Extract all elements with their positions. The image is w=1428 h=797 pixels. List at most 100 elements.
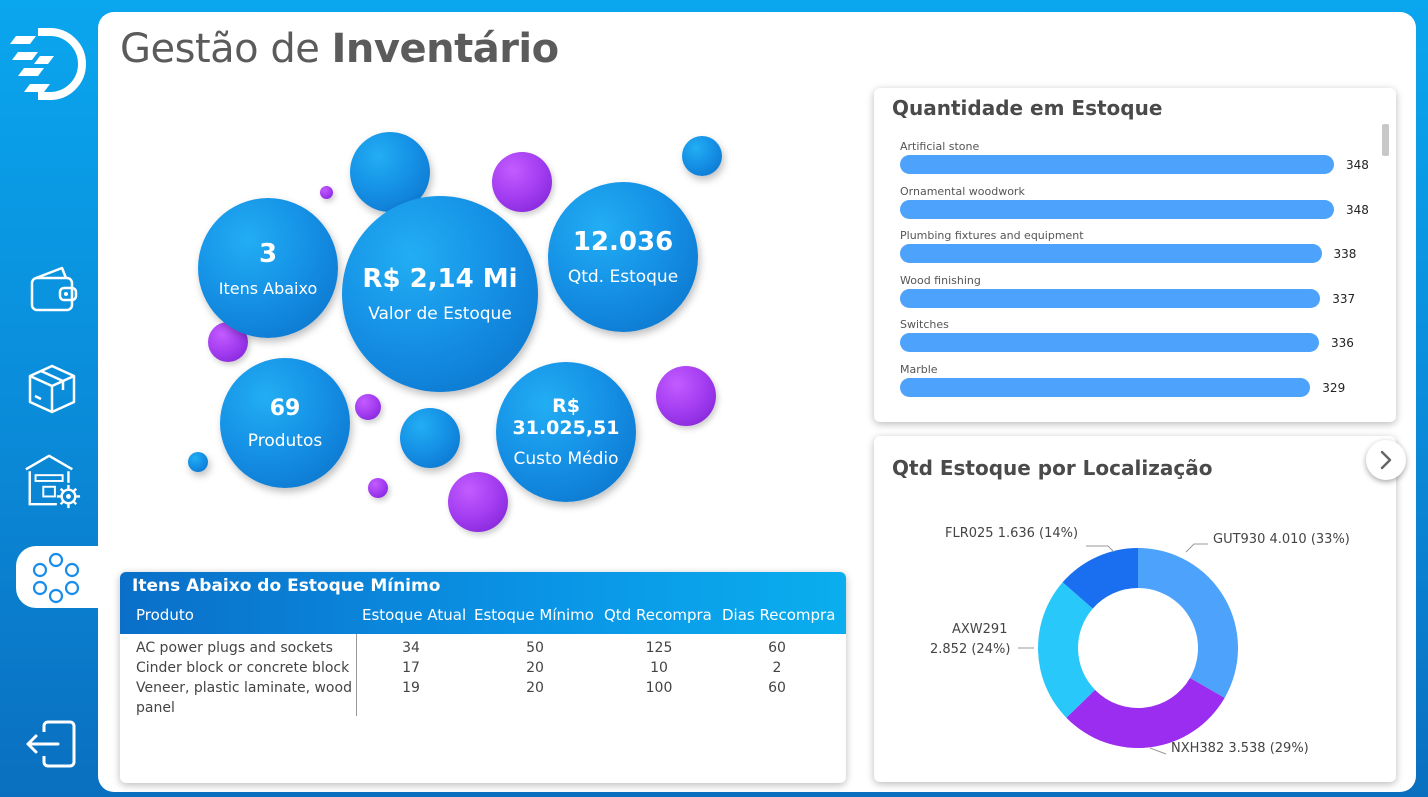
page-title: Gestão de Inventário xyxy=(120,26,559,72)
cell-dias: 60 xyxy=(768,640,786,656)
title-bold: Inventário xyxy=(331,26,560,72)
donut-slice-gut930[interactable] xyxy=(1138,548,1238,698)
quantity-bar-chart: Quantidade em Estoque Artificial stone 34… xyxy=(874,88,1396,422)
bar-track: 348 xyxy=(900,199,1380,219)
nav-products[interactable] xyxy=(22,358,82,418)
col-header-estoque-minimo[interactable]: Estoque Mínimo xyxy=(474,606,594,624)
donut-label-nxh382: NXH382 3.538 (29%) xyxy=(1171,741,1309,756)
donut-slice-axw291[interactable] xyxy=(1038,582,1096,718)
cell-dias: 2 xyxy=(772,660,782,676)
bar-track: 329 xyxy=(900,378,1380,397)
title-light: Gestão de xyxy=(120,26,320,72)
bar-value: 336 xyxy=(1331,336,1354,351)
nav-wallet[interactable] xyxy=(22,260,82,320)
bar-track: 348 xyxy=(900,155,1380,174)
cell-produto-wrap: panel xyxy=(136,700,175,716)
cell-minimo: 50 xyxy=(526,640,544,656)
col-header-qtd-recompra[interactable]: Qtd Recompra xyxy=(604,606,712,624)
bar-value: 348 xyxy=(1346,202,1369,217)
bar-value: 338 xyxy=(1333,247,1357,262)
next-page-button[interactable] xyxy=(1366,440,1406,480)
donut-label-axw291-value: 2.852 (24%) xyxy=(930,642,1011,657)
donut-leader-line xyxy=(1185,543,1208,553)
cell-dias: 60 xyxy=(768,680,786,696)
donut-slice-flr025[interactable] xyxy=(1062,548,1138,609)
bar[interactable] xyxy=(900,288,1321,308)
cell-recompra: 10 xyxy=(650,660,668,676)
kpi-valor-estoque: R$ 2,14 Mi Valor de Estoque xyxy=(342,196,538,392)
chart-title: Quantidade em Estoque xyxy=(892,96,1163,120)
cell-produto: Veneer, plastic laminate, wood xyxy=(136,680,352,696)
bar[interactable] xyxy=(900,244,1322,264)
bar-label: Wood finishing xyxy=(900,273,981,287)
kpi-value: 69 xyxy=(269,395,301,421)
bar-row[interactable]: Ornamental woodwork 348 xyxy=(900,185,1380,219)
cell-atual: 19 xyxy=(402,680,420,696)
logo-icon xyxy=(10,28,86,100)
decor-bubble xyxy=(368,478,388,498)
bar-track: 337 xyxy=(900,288,1380,308)
chart-scrollbar[interactable] xyxy=(1382,124,1389,156)
cell-produto: Cinder block or concrete block xyxy=(136,660,350,676)
warehouse-gear-icon xyxy=(25,454,81,509)
bar-label: Ornamental woodwork xyxy=(900,184,1025,198)
decor-bubble xyxy=(355,394,381,420)
bar[interactable] xyxy=(900,333,1320,353)
bar-value: 329 xyxy=(1322,381,1346,395)
kpi-bubbles: 3 Itens Abaixo R$ 2,14 Mi Valor de Estoq… xyxy=(98,12,858,572)
kpi-itens-abaixo: 3 Itens Abaixo xyxy=(198,198,338,338)
bar-row[interactable]: Plumbing fixtures and equipment 338 xyxy=(900,229,1380,264)
col-header-dias-recompra[interactable]: Dias Recompra xyxy=(722,606,836,624)
logout-button[interactable] xyxy=(22,714,82,774)
cell-atual: 17 xyxy=(402,660,420,676)
bar[interactable] xyxy=(900,155,1334,174)
cell-minimo: 20 xyxy=(526,660,544,676)
donut-label-axw291: AXW291 xyxy=(952,622,1008,637)
cell-recompra: 100 xyxy=(645,680,673,696)
nav-warehouse[interactable] xyxy=(22,450,82,510)
decor-bubble xyxy=(400,408,460,468)
bar-label: Artificial stone xyxy=(900,140,980,153)
bar-row[interactable]: Switches 336 xyxy=(900,318,1380,353)
location-donut-chart: Qtd Estoque por Localização FLR025 1.636… xyxy=(874,436,1396,782)
chevron-right-icon xyxy=(1380,450,1392,470)
decor-bubble xyxy=(320,186,333,199)
bar-value: 337 xyxy=(1332,291,1356,306)
donut-slice-nxh382[interactable] xyxy=(1066,677,1225,748)
kpi-produtos: 69 Produtos xyxy=(220,358,350,488)
cell-recompra: 125 xyxy=(645,640,673,656)
decor-bubble xyxy=(188,452,208,472)
cell-produto: AC power plugs and sockets xyxy=(136,640,333,656)
col-header-estoque-atual[interactable]: Estoque Atual xyxy=(362,606,467,624)
kpi-custo-medio: R$ 31.025,51 Custo Médio xyxy=(496,362,636,502)
box-icon xyxy=(28,364,76,414)
wallet-icon xyxy=(30,266,78,312)
donut-label-flr025: FLR025 1.636 (14%) xyxy=(945,526,1079,541)
bar[interactable] xyxy=(900,378,1311,397)
kpi-qtd-estoque: 12.036 Qtd. Estoque xyxy=(548,182,698,332)
donut-label-gut930: GUT930 4.010 (33%) xyxy=(1213,532,1350,547)
kpi-value: 12.036 xyxy=(572,227,674,257)
logout-icon xyxy=(26,720,76,768)
sidebar xyxy=(0,0,116,797)
kpi-label: Produtos xyxy=(247,430,323,451)
bar-row[interactable]: Artificial stone 348 xyxy=(900,140,1380,174)
bar-value: 348 xyxy=(1346,158,1369,172)
bar-row[interactable]: Marble 329 xyxy=(900,363,1380,397)
column-divider xyxy=(356,634,357,716)
kpi-label: Itens Abaixo xyxy=(218,278,318,298)
donut-leader-line xyxy=(1149,747,1167,755)
decor-bubble xyxy=(682,136,722,176)
main-panel: Gestão de Inventário 3 Itens Abaixo R$ 2… xyxy=(98,12,1416,792)
bar-label: Marble xyxy=(900,363,938,376)
bar[interactable] xyxy=(900,199,1334,219)
kpi-value: R$ 31.025,51 xyxy=(512,395,620,439)
bar-row[interactable]: Wood finishing 337 xyxy=(900,274,1380,308)
bar-label: Switches xyxy=(900,318,949,332)
col-header-produto[interactable]: Produto xyxy=(136,606,194,624)
kpi-label: Custo Médio xyxy=(513,449,619,469)
nav-circles[interactable] xyxy=(26,548,86,608)
cell-atual: 34 xyxy=(402,640,420,656)
kpi-label: Valor de Estoque xyxy=(368,304,512,324)
decor-bubble xyxy=(656,366,716,426)
